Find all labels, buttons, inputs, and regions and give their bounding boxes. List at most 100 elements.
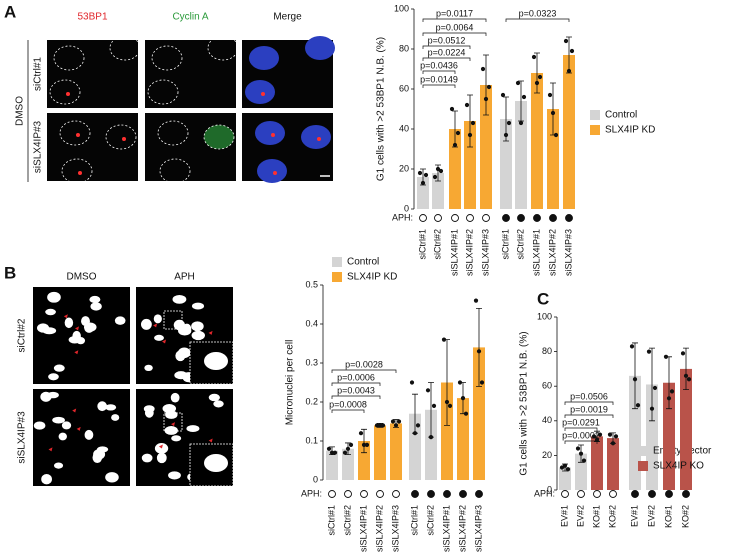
arrowhead — [208, 438, 213, 443]
data-point — [629, 344, 635, 349]
x-tick-label: siSLX4IP#3 — [563, 229, 573, 276]
data-point — [581, 458, 587, 463]
data-point — [515, 80, 521, 86]
data-point — [361, 442, 367, 447]
data-point — [663, 354, 669, 359]
data-point — [467, 132, 473, 138]
nucleus — [111, 414, 120, 421]
nucleus — [164, 426, 178, 435]
bar — [591, 436, 603, 490]
x-tick-label: siCtrl#1 — [409, 505, 419, 536]
legend-label: SLX4IP KD — [605, 125, 655, 136]
nucleus — [68, 336, 81, 344]
legend-swatch — [332, 257, 342, 267]
y-tick-label: 20 — [542, 450, 552, 460]
data-point — [435, 166, 441, 172]
bar — [575, 453, 587, 490]
bar — [342, 448, 354, 480]
nucleus — [114, 316, 126, 325]
bar — [680, 368, 692, 490]
nucleus — [144, 364, 153, 372]
aph-marker — [475, 490, 483, 498]
data-point — [457, 380, 463, 385]
legend-swatch — [638, 461, 648, 471]
x-tick-label: KO#1 — [663, 505, 673, 528]
nucleus — [178, 325, 192, 336]
y-tick-label: 60 — [542, 381, 552, 391]
x-tick-label: siCtrl#2 — [515, 229, 525, 260]
nucleus — [208, 393, 220, 402]
nucleus — [204, 454, 228, 472]
y-tick-label: 0.3 — [305, 357, 318, 367]
aph-marker — [411, 490, 419, 498]
aph-marker — [533, 214, 541, 222]
data-point — [669, 389, 675, 394]
micrograph — [47, 113, 138, 181]
data-point — [562, 463, 568, 468]
y-tick-label: 20 — [399, 163, 409, 173]
data-point — [646, 349, 652, 354]
x-tick-label: siSLX4IP#2 — [457, 505, 467, 552]
x-tick-label: KO#2 — [680, 505, 690, 528]
nucleus — [171, 435, 182, 442]
foci — [66, 92, 70, 96]
error-bar — [361, 428, 367, 454]
panel-letter: C — [537, 289, 549, 308]
p-value: p=0.0028 — [345, 359, 383, 369]
significance-bracket — [422, 84, 456, 88]
nucleus — [61, 421, 72, 430]
x-tick-label: siCtrl#1 — [500, 229, 510, 260]
nucleus — [83, 322, 97, 332]
group-label: DMSO — [15, 96, 26, 126]
data-point — [597, 432, 603, 437]
nucleus-outline — [203, 124, 235, 150]
nucleus — [213, 400, 224, 408]
data-point — [473, 298, 479, 303]
micrograph — [145, 40, 236, 108]
significance-bracket — [422, 45, 471, 49]
nucleus — [141, 453, 153, 463]
bar — [500, 119, 512, 209]
nucleus-outline — [147, 79, 179, 105]
aph-marker — [419, 214, 427, 222]
data-point — [635, 403, 641, 408]
nucleus — [154, 443, 169, 454]
aph-marker — [451, 214, 459, 222]
nucleus — [301, 125, 331, 149]
aph-marker — [609, 490, 617, 498]
y-tick-label: 40 — [542, 415, 552, 425]
row-label: siCtrl#2 — [17, 318, 28, 352]
arrowhead — [63, 314, 68, 319]
nucleus-outline — [159, 158, 191, 184]
data-point — [428, 435, 434, 440]
x-tick-label: siSLX4IP#1 — [449, 229, 459, 276]
significance-bracket — [505, 18, 570, 22]
data-point — [393, 423, 399, 428]
p-value: p=0.0323 — [519, 8, 557, 18]
x-tick-label: KO#1 — [591, 505, 601, 528]
p-value: p=0.0002 — [562, 430, 600, 440]
x-tick-label: siSLX4IP#2 — [464, 229, 474, 276]
nucleus — [170, 392, 180, 403]
inset-box — [163, 310, 183, 330]
nucleus-outline — [151, 45, 183, 71]
y-tick-label: 0.4 — [305, 318, 318, 328]
significance-bracket — [422, 57, 471, 61]
bar — [449, 129, 461, 209]
error-bar — [476, 308, 482, 387]
data-point — [415, 423, 421, 428]
bar — [358, 441, 370, 480]
foci — [76, 133, 80, 137]
arrowhead — [76, 426, 81, 431]
nucleus — [162, 403, 177, 414]
arrowhead — [153, 323, 158, 328]
data-point — [506, 120, 512, 126]
y-tick-label: 0.1 — [305, 435, 318, 445]
foci — [271, 133, 275, 137]
micrograph — [33, 287, 130, 384]
nucleus — [257, 159, 287, 183]
nucleus — [105, 472, 119, 483]
data-point — [420, 180, 426, 186]
p-value: p=0.0019 — [570, 404, 608, 414]
bar — [374, 425, 386, 480]
